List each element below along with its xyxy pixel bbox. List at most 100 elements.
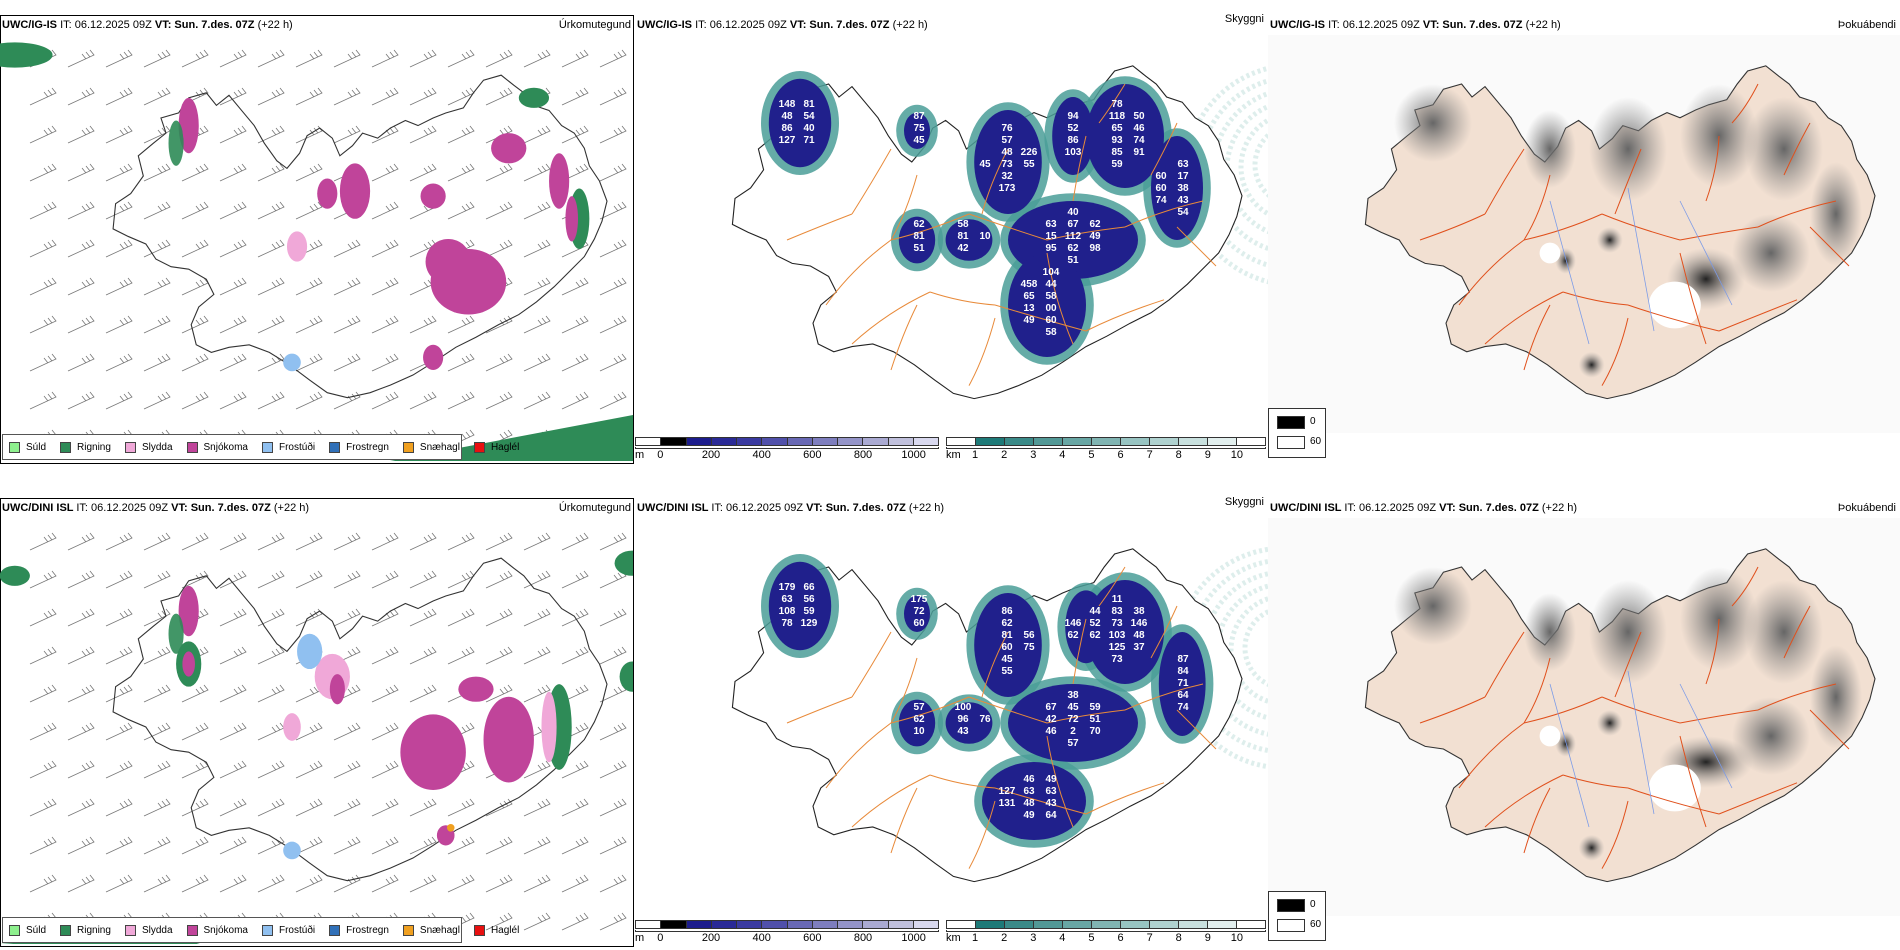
- wind-barb: [67, 87, 95, 106]
- visibility-value-label: 67: [1045, 702, 1057, 713]
- road-line: [1731, 83, 1759, 124]
- wind-barb: [257, 836, 285, 855]
- road-line: [1458, 239, 1525, 306]
- wind-barb: [219, 874, 247, 893]
- road-line: [1783, 605, 1811, 659]
- wind-barb: [295, 163, 323, 182]
- visibility-km-colorbar-unit: km: [946, 932, 961, 944]
- precip-type-legend: Súld Rigning Slydda Snjókoma Frostúði Frostre…: [2, 917, 519, 943]
- river-line: [1679, 200, 1733, 306]
- visibility-value-label: 59: [1111, 159, 1123, 170]
- visibility-value-label: 63: [1023, 786, 1035, 797]
- precip-legend-label: Snæhagl: [419, 441, 460, 453]
- visibility-value-label: 52: [1067, 123, 1079, 134]
- road-line: [890, 213, 970, 241]
- road-line: [1523, 304, 1551, 371]
- wind-barb: [561, 315, 589, 334]
- visibility-km-colorbar-swatch: [1208, 921, 1237, 928]
- valid-time: Sun. 7.des. 07Z: [174, 19, 258, 31]
- wind-barb: [295, 87, 323, 106]
- visibility-value-label: 37: [1133, 642, 1145, 653]
- wind-barb: [485, 201, 513, 220]
- wind-barb: [333, 277, 361, 296]
- wind-barb: [219, 87, 247, 106]
- wind-barb: [561, 87, 589, 106]
- wind-barb: [485, 87, 513, 106]
- visibility-km-colorbar-tick-label: 8: [1175, 449, 1182, 461]
- visibility-value-label: 81: [1001, 630, 1013, 641]
- wind-barb: [409, 570, 437, 589]
- wind-barb: [181, 798, 209, 817]
- precip-legend-label: Snæhagl: [419, 924, 460, 936]
- visibility-value-label: 173: [999, 183, 1016, 194]
- visibility-value-label: 125: [1109, 642, 1126, 653]
- wind-barb: [143, 239, 171, 258]
- wind-barb: [447, 163, 475, 182]
- model-name: UWC/DINI ISL: [1270, 502, 1345, 514]
- fog-panel: UWC/DINI ISL IT: 06.12.2025 09Z VT: Sun.…: [1268, 498, 1900, 948]
- wind-barb: [561, 608, 589, 627]
- wind-barb: [561, 277, 589, 296]
- wind-barb: [67, 646, 95, 665]
- visibility-value-label: 46: [1133, 123, 1145, 134]
- road-line: [994, 304, 1087, 332]
- fog-legend-label-0: 0: [1310, 416, 1316, 427]
- wind-barb: [219, 315, 247, 334]
- wind-barb: [29, 353, 57, 372]
- wind-barb: [143, 874, 171, 893]
- wind-barb: [143, 798, 171, 817]
- visibility-km-colorbar-swatch: [1237, 438, 1265, 445]
- wind-barb: [485, 608, 513, 627]
- visibility-m-colorbar-unit: m: [635, 932, 645, 944]
- fog-legend: 0 60: [1268, 408, 1326, 458]
- road-line: [1046, 252, 1074, 345]
- road-line: [1523, 213, 1603, 241]
- road-line: [1098, 566, 1126, 607]
- model-name: UWC/IG-IS: [2, 19, 61, 31]
- wind-barb: [333, 760, 361, 779]
- low-visibility-area: [1086, 580, 1164, 684]
- snow-area: [458, 676, 494, 702]
- wind-barb: [143, 722, 171, 741]
- visibility-value-label: 75: [913, 123, 925, 134]
- snow-area: [423, 344, 444, 370]
- wind-barb: [257, 760, 285, 779]
- wind-barb: [333, 874, 361, 893]
- visibility-km-colorbar-baseline: [946, 930, 1266, 932]
- it-label: IT:: [1328, 19, 1343, 31]
- forecast-row-dini: UWC/DINI ISL IT: 06.12.2025 09Z VT: Sun.…: [0, 483, 1900, 950]
- visibility-km-colorbar-swatch: [1150, 438, 1179, 445]
- precip-legend-item: Frostúði: [261, 924, 315, 936]
- visibility-value-label: 66: [803, 582, 815, 593]
- low-visibility-area: [1086, 84, 1164, 188]
- road-line: [1523, 787, 1551, 854]
- low-visibility-area: [982, 762, 1086, 840]
- precip-legend-item: Slydda: [124, 441, 173, 453]
- road-line: [1072, 618, 1087, 685]
- road-line: [851, 774, 931, 828]
- wind-barb: [181, 722, 209, 741]
- visibility-value-label: 72: [1067, 714, 1079, 725]
- road-line: [1757, 200, 1837, 228]
- precip-legend-swatch: [60, 441, 72, 453]
- wind-barb: [447, 391, 475, 410]
- precip-legend-swatch: [261, 924, 273, 936]
- visibility-value-label: 57: [1001, 135, 1013, 146]
- wind-barb: [29, 684, 57, 703]
- wind-barb: [105, 391, 133, 410]
- visibility-value-label: 45: [1067, 702, 1079, 713]
- visibility-m-colorbar-swatch: [787, 921, 813, 928]
- precip-legend-label: Haglél: [490, 924, 520, 936]
- visibility-value-label: 49: [1045, 774, 1057, 785]
- wind-barb: [447, 646, 475, 665]
- offshore-visibility-band: [1228, 596, 1268, 704]
- visibility-m-colorbar-tick-label: 600: [803, 449, 822, 461]
- visibility-m-colorbar-swatch: [838, 438, 864, 445]
- visibility-value-label: 56: [1023, 630, 1035, 641]
- wind-barb: [219, 684, 247, 703]
- visibility-value-label: 86: [1067, 135, 1079, 146]
- precip-legend-item: Frostregn: [329, 441, 389, 453]
- wind-barb: [29, 722, 57, 741]
- rain-area: [518, 87, 550, 108]
- wind-barb: [523, 912, 551, 931]
